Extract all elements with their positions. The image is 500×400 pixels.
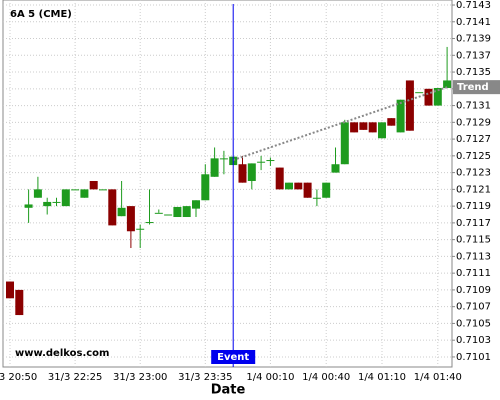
trend-line <box>232 86 448 161</box>
y-tick-label: 0.7109 <box>456 285 491 296</box>
candle-body <box>71 189 80 191</box>
candle-body <box>396 99 405 133</box>
y-tick-label: 0.7119 <box>456 201 491 212</box>
candle-body <box>415 92 424 94</box>
x-tick-label: 31/3 22:25 <box>48 372 102 383</box>
x-axis-label: Date <box>211 383 246 398</box>
x-tick-label: 1/4 00:10 <box>246 372 294 383</box>
candle-body <box>136 228 145 230</box>
candle-body <box>359 122 368 130</box>
candle-body <box>219 158 228 160</box>
candle-body <box>350 122 359 133</box>
x-tick-label: 31/3 20:50 <box>0 372 37 383</box>
candle-body <box>117 207 126 217</box>
candle-body <box>33 189 42 198</box>
y-tick-label: 0.7143 <box>456 0 491 11</box>
candles <box>6 46 452 316</box>
candle-body <box>164 214 173 216</box>
y-tick-label: 0.7113 <box>456 251 491 262</box>
candle-body <box>331 164 340 173</box>
candle-body <box>405 80 414 131</box>
y-tick-label: 0.7139 <box>456 34 491 45</box>
candle-body <box>378 122 386 139</box>
y-tick-label: 0.7117 <box>456 218 491 229</box>
candle-body <box>15 289 24 316</box>
x-tick-label: 1/4 00:40 <box>302 372 350 383</box>
candle-body <box>43 201 52 207</box>
event-label-box <box>211 350 256 364</box>
candle-body <box>340 122 349 165</box>
trend-label-box <box>453 80 500 95</box>
candle-body <box>368 122 377 133</box>
y-tick-label: 0.7105 <box>456 318 491 329</box>
y-tick-label: 0.7135 <box>456 67 491 78</box>
y-tick-label: 0.7115 <box>456 235 491 246</box>
y-tick-label: 0.7101 <box>456 352 491 363</box>
candle-body <box>201 174 210 201</box>
y-tick-label: 0.7125 <box>456 151 491 162</box>
candle-body <box>108 189 117 226</box>
candle-body <box>443 80 452 88</box>
x-tick-label: 31/3 23:00 <box>113 372 167 383</box>
y-tick-label: 0.7121 <box>456 184 491 195</box>
y-tick-label: 0.7141 <box>456 17 491 28</box>
y-tick-label: 0.7103 <box>456 335 491 346</box>
candle-body <box>210 158 219 177</box>
x-tick-label: 1/4 01:40 <box>414 372 462 383</box>
candle-body <box>24 204 33 208</box>
candle-body <box>238 164 247 183</box>
candle-body <box>80 189 89 198</box>
y-tick-label: 0.7107 <box>456 302 491 313</box>
candle-body <box>89 180 98 190</box>
candle-body <box>424 88 433 106</box>
candle-body <box>182 206 191 218</box>
y-tick-label: 0.7131 <box>456 101 491 112</box>
y-tick-label: 0.7111 <box>456 268 491 279</box>
candle-body <box>126 206 135 232</box>
candle-body <box>247 163 256 181</box>
candle-body <box>52 201 61 203</box>
candle-body <box>257 161 266 163</box>
candle-body <box>154 212 163 214</box>
y-tick-label: 0.7137 <box>456 50 491 61</box>
candle-body <box>303 182 312 198</box>
candle-body <box>6 281 14 299</box>
y-tick-label: 0.7127 <box>456 134 491 145</box>
candle-body <box>387 118 396 126</box>
y-tick-label: 0.7123 <box>456 168 491 179</box>
candle-body <box>145 222 154 224</box>
candle-body <box>322 182 331 198</box>
y-tick-label: 0.7129 <box>456 117 491 128</box>
x-tick-label: 1/4 01:10 <box>358 372 406 383</box>
watermark: www.delkos.com <box>15 348 109 359</box>
candle-body <box>285 182 293 190</box>
candle-body <box>294 182 303 190</box>
candle-body <box>61 189 70 207</box>
candle-body <box>192 200 200 209</box>
chart-title: 6A 5 (CME) <box>10 9 72 20</box>
candle-body <box>173 206 182 218</box>
candle-body <box>433 87 442 106</box>
event-label: Event <box>217 352 249 363</box>
candle-body <box>266 160 275 162</box>
trend-label: Trend <box>457 82 489 93</box>
x-tick-label: 31/3 23:35 <box>178 372 232 383</box>
candle-body <box>312 197 321 199</box>
plot-frame <box>2 0 453 368</box>
candle-body <box>275 167 284 190</box>
candle-body <box>99 189 107 191</box>
